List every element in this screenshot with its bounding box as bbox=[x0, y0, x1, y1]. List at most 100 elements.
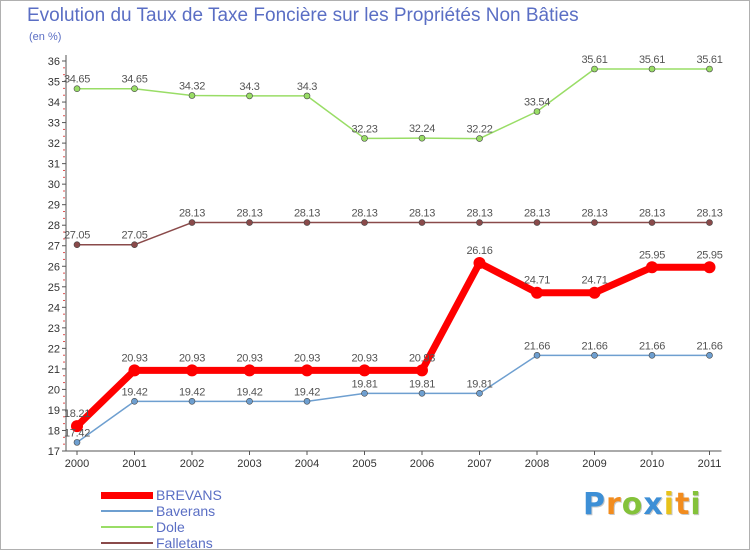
logo-letter: t bbox=[675, 487, 691, 522]
y-tick-label: 32 bbox=[48, 138, 60, 150]
data-point-dole bbox=[648, 65, 656, 73]
data-point-dole bbox=[591, 65, 598, 73]
data-point-brevans bbox=[186, 364, 198, 377]
logo-letter: x bbox=[643, 487, 664, 522]
data-label-baverans: 19.42 bbox=[236, 386, 262, 398]
series-line-dole bbox=[77, 68, 710, 140]
y-tick-label: 27 bbox=[48, 241, 60, 253]
data-label-baverans: 19.42 bbox=[294, 386, 320, 398]
data-point-brevans bbox=[358, 364, 371, 377]
data-label-baverans: 19.42 bbox=[121, 386, 147, 398]
data-label-falletans: 28.13 bbox=[294, 208, 320, 220]
data-label-baverans: 17.42 bbox=[64, 427, 90, 439]
data-point-dole bbox=[303, 92, 311, 100]
data-point-falletans bbox=[303, 219, 311, 226]
data-point-dole bbox=[476, 135, 483, 142]
data-label-baverans: 19.81 bbox=[466, 378, 492, 390]
data-label-brevans: 20.93 bbox=[351, 352, 377, 364]
data-point-brevans bbox=[588, 286, 601, 299]
data-point-falletans bbox=[706, 219, 713, 226]
data-point-brevans bbox=[703, 261, 716, 274]
data-label-brevans: 24.71 bbox=[581, 275, 607, 287]
data-point-dole bbox=[418, 134, 426, 142]
x-tick-label: 2010 bbox=[640, 458, 664, 470]
data-point-falletans bbox=[476, 219, 483, 226]
x-tick-label: 2000 bbox=[65, 458, 89, 470]
y-tick-label: 17 bbox=[48, 446, 60, 458]
data-point-brevans bbox=[646, 261, 658, 274]
y-tick-label: 30 bbox=[48, 179, 60, 191]
data-label-baverans: 19.81 bbox=[409, 378, 435, 390]
data-point-baverans bbox=[303, 398, 311, 405]
data-label-dole: 32.23 bbox=[351, 123, 377, 135]
data-point-brevans bbox=[473, 256, 486, 269]
data-point-dole bbox=[188, 92, 196, 99]
data-label-falletans: 28.13 bbox=[581, 208, 607, 220]
data-point-baverans bbox=[131, 398, 138, 405]
line-chart: 17 18 19 20 21 22 23 24 25 26 27 28 29 30 31 32 33 34 35 36… bbox=[48, 54, 723, 470]
data-label-falletans: 27.05 bbox=[121, 230, 147, 242]
x-tick-label: 2004 bbox=[295, 458, 319, 470]
data-label-baverans: 21.66 bbox=[696, 340, 722, 352]
data-label-baverans: 19.81 bbox=[351, 378, 377, 390]
y-tick-label: 26 bbox=[48, 261, 60, 273]
data-point-brevans bbox=[128, 364, 141, 377]
data-point-baverans bbox=[706, 352, 713, 359]
y-tick-label: 29 bbox=[48, 200, 60, 212]
data-point-falletans bbox=[246, 219, 253, 226]
data-label-baverans: 21.66 bbox=[639, 340, 665, 352]
legend-swatch bbox=[101, 510, 153, 512]
data-point-brevans bbox=[71, 420, 83, 433]
data-label-dole: 34.65 bbox=[64, 74, 90, 86]
data-label-falletans: 28.13 bbox=[524, 208, 550, 220]
data-label-falletans: 28.13 bbox=[696, 208, 722, 220]
data-label-falletans: 28.13 bbox=[351, 208, 377, 220]
data-label-brevans: 24.71 bbox=[524, 275, 550, 287]
data-point-falletans bbox=[188, 219, 196, 226]
data-point-falletans bbox=[418, 219, 426, 226]
y-tick-label: 28 bbox=[48, 220, 60, 232]
data-label-falletans: 28.13 bbox=[466, 208, 492, 220]
data-label-dole: 35.61 bbox=[639, 54, 665, 66]
data-point-falletans bbox=[131, 241, 138, 249]
legend-swatch bbox=[101, 526, 153, 528]
data-point-dole bbox=[361, 135, 368, 142]
legend-label: Baverans bbox=[156, 503, 216, 519]
data-point-baverans bbox=[188, 398, 196, 405]
y-tick-label: 20 bbox=[48, 384, 60, 396]
data-point-falletans bbox=[361, 219, 368, 226]
x-tick-label: 2005 bbox=[352, 458, 376, 470]
y-tick-label: 19 bbox=[48, 405, 60, 417]
data-point-baverans bbox=[648, 352, 656, 359]
data-label-dole: 34.3 bbox=[297, 81, 317, 93]
data-label-falletans: 27.05 bbox=[64, 230, 90, 242]
x-tick-label: 2002 bbox=[180, 458, 204, 470]
x-tick-label: 2001 bbox=[122, 458, 146, 470]
chart-title: Evolution du Taux de Taxe Foncière sur l… bbox=[27, 5, 579, 26]
data-point-baverans bbox=[533, 352, 541, 359]
data-label-dole: 35.61 bbox=[581, 54, 607, 66]
legend-swatch bbox=[101, 492, 153, 499]
y-tick-label: 21 bbox=[48, 364, 60, 376]
y-tick-label: 24 bbox=[48, 302, 60, 314]
data-point-baverans bbox=[361, 390, 368, 397]
data-label-baverans: 19.42 bbox=[179, 386, 205, 398]
legend-label: BREVANS bbox=[156, 487, 222, 503]
x-tick-label: 2008 bbox=[525, 458, 549, 470]
x-tick-label: 2009 bbox=[582, 458, 606, 470]
data-label-falletans: 28.13 bbox=[639, 208, 665, 220]
logo-letter: o bbox=[621, 487, 644, 522]
x-tick-label: 2006 bbox=[410, 458, 434, 470]
data-label-brevans: 20.93 bbox=[236, 352, 262, 364]
data-label-falletans: 28.13 bbox=[179, 208, 205, 220]
data-point-dole bbox=[73, 85, 81, 93]
data-point-falletans bbox=[648, 219, 656, 226]
data-point-baverans bbox=[591, 352, 598, 359]
data-label-brevans: 20.93 bbox=[294, 352, 320, 364]
data-point-falletans bbox=[73, 241, 81, 249]
legend-label: Falletans bbox=[156, 535, 213, 550]
data-point-dole bbox=[246, 92, 253, 100]
data-label-dole: 34.65 bbox=[121, 74, 147, 86]
data-point-dole bbox=[533, 108, 541, 115]
